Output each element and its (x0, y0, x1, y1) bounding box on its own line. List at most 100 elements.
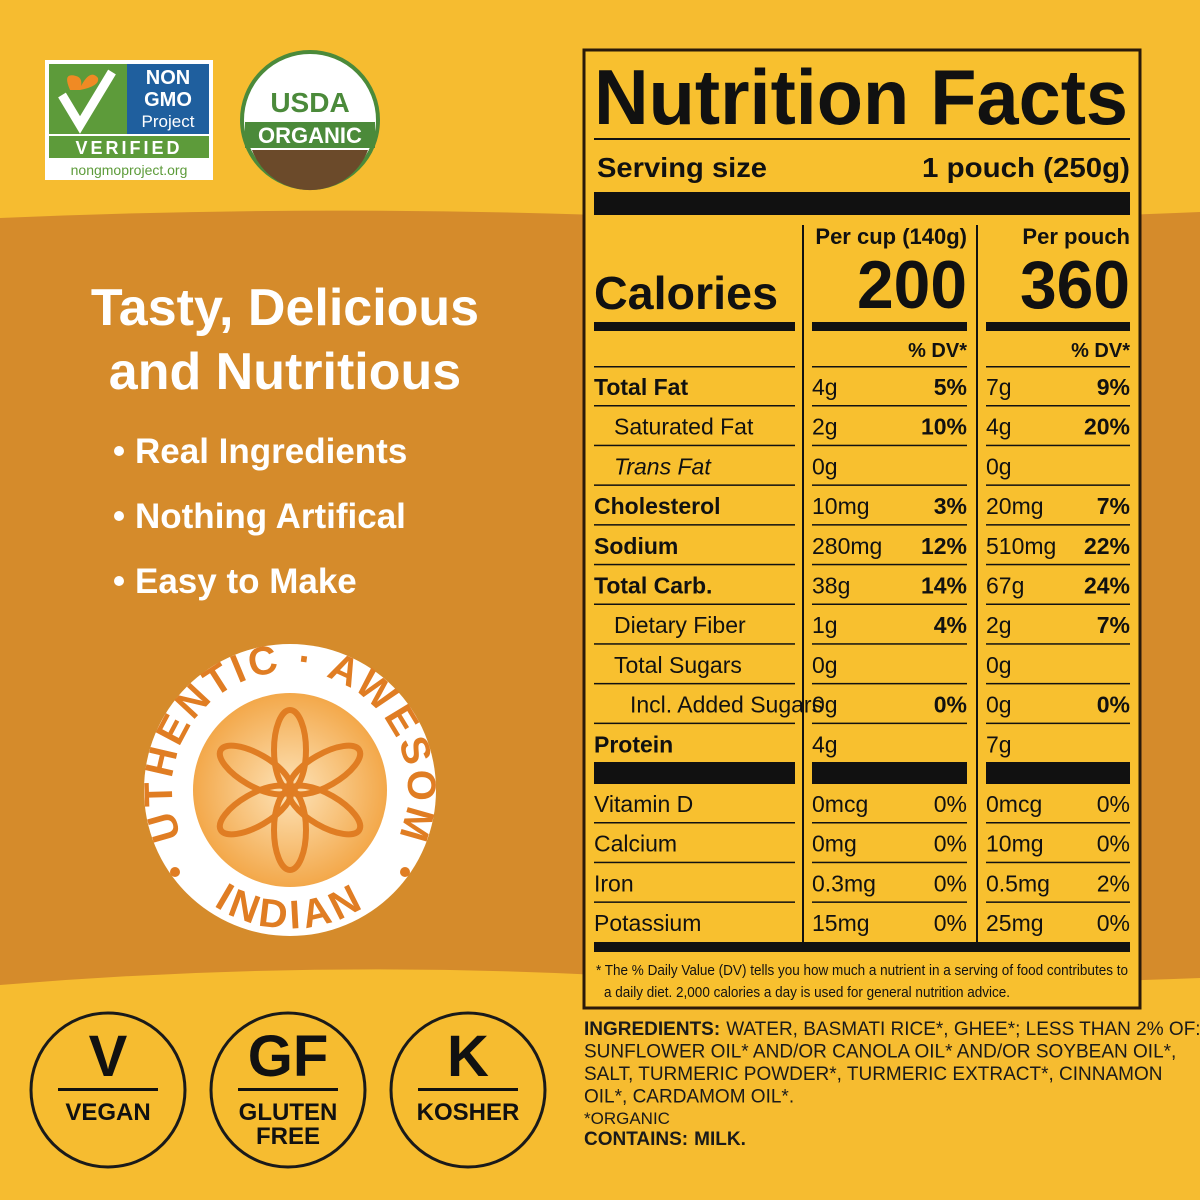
daily-value: 0% (934, 870, 967, 896)
daily-value: 22% (1084, 533, 1130, 559)
dv-header: % DV* (908, 340, 967, 362)
rule (812, 322, 967, 331)
diet-label: VEGAN (65, 1099, 150, 1126)
rule (812, 484, 967, 486)
nutrient-name: Trans Fat (614, 453, 712, 479)
rule (812, 444, 967, 447)
rule (812, 762, 967, 784)
rule (594, 942, 1130, 952)
rule (986, 722, 1130, 725)
diet-icon (209, 1011, 367, 1169)
amount: 0g (986, 453, 1012, 479)
amount: 0.5mg (986, 870, 1050, 896)
rule (418, 1088, 518, 1091)
usda-logo (240, 50, 380, 191)
amount: 0g (812, 652, 838, 678)
nutrient-name: Vitamin D (594, 791, 693, 817)
rule (812, 643, 967, 645)
daily-value: 14% (921, 573, 967, 599)
diet-icon (29, 1011, 187, 1169)
rule (986, 524, 1130, 526)
daily-value: 7% (1097, 612, 1130, 638)
diet-label: KOSHER (417, 1099, 520, 1126)
rule (594, 138, 1130, 140)
rule (812, 524, 967, 526)
daily-value: 7% (1097, 493, 1130, 519)
amount: 0mcg (986, 791, 1042, 817)
rule (594, 861, 795, 864)
rule (594, 643, 795, 645)
amount: 510mg (986, 533, 1056, 559)
daily-value: 9% (1097, 374, 1130, 400)
rule (594, 762, 795, 784)
daily-value: 0% (1097, 692, 1130, 718)
serving-label: Serving size (597, 152, 767, 183)
contains-line: CONTAINS: MILK. (584, 1129, 746, 1150)
rule (594, 322, 795, 331)
amount: 38g (812, 573, 850, 599)
rule (986, 444, 1130, 447)
daily-value: 3% (934, 493, 967, 519)
amount: 15mg (812, 910, 870, 936)
non-gmo-logo (45, 60, 213, 180)
amount: 20mg (986, 493, 1044, 519)
serving-value: 1 pouch (250g) (922, 152, 1130, 183)
rule (238, 1088, 338, 1091)
rule (986, 603, 1130, 605)
rule (812, 405, 967, 407)
daily-value: 0% (1097, 791, 1130, 817)
organic-note: *ORGANIC (584, 1109, 670, 1128)
amount: 0g (812, 453, 838, 479)
calories-value: 200 (857, 247, 967, 323)
diet-icon (389, 1011, 547, 1169)
ingredients-text: SALT, TURMERIC POWDER*, TURMERIC EXTRACT… (584, 1064, 1163, 1085)
rule (986, 822, 1130, 824)
rule (594, 405, 795, 407)
usda-text: ORGANIC (258, 123, 362, 148)
non-gmo-text: NON (146, 67, 190, 89)
daily-value: 24% (1084, 573, 1130, 599)
rule (594, 484, 795, 486)
headline: Tasty, Delicious (91, 279, 479, 337)
calories-label: Calories (594, 267, 778, 319)
daily-value: 0% (934, 692, 967, 718)
rule (986, 484, 1130, 486)
nutrient-name: Total Sugars (614, 652, 742, 678)
rule (986, 901, 1130, 903)
rule (986, 405, 1130, 407)
daily-value: 0% (934, 791, 967, 817)
title: Nutrition Facts (594, 53, 1128, 141)
bullet: Real Ingredients (135, 432, 407, 471)
ingredients-line: INGREDIENTS: WATER, BASMATI RICE*, GHEE*;… (584, 1019, 1200, 1040)
diet-symbol: V (89, 1024, 128, 1089)
daily-value: 0% (934, 831, 967, 857)
amount: 0g (812, 692, 838, 718)
nutrient-name: Potassium (594, 910, 701, 936)
rule (594, 563, 795, 566)
diet-symbol: K (447, 1024, 489, 1089)
rule (986, 643, 1130, 645)
diet-label: GLUTEN (239, 1099, 338, 1126)
nutrient-name: Iron (594, 870, 634, 896)
amount: 4g (986, 414, 1012, 440)
nutrient-name: Saturated Fat (614, 414, 754, 440)
amount: 10mg (812, 493, 870, 519)
rule (594, 366, 795, 368)
rule (594, 524, 795, 526)
rule (812, 722, 967, 725)
rule (812, 682, 967, 685)
amount: 280mg (812, 533, 882, 559)
ingredients-text: WATER, BASMATI RICE*, GHEE*; LESS THAN 2… (726, 1019, 1200, 1040)
nutrient-name: Calcium (594, 831, 677, 857)
footnote: a daily diet. 2,000 calories a day is us… (604, 984, 1010, 1001)
amount: 10mg (986, 831, 1044, 857)
amount: 67g (986, 573, 1024, 599)
non-gmo-text: GMO (144, 89, 192, 111)
amount: 0g (986, 652, 1012, 678)
rule (986, 861, 1130, 864)
amount: 7g (986, 374, 1012, 400)
nutrient-name: Sodium (594, 533, 678, 559)
rule (812, 366, 967, 368)
amount: 0mcg (812, 791, 868, 817)
